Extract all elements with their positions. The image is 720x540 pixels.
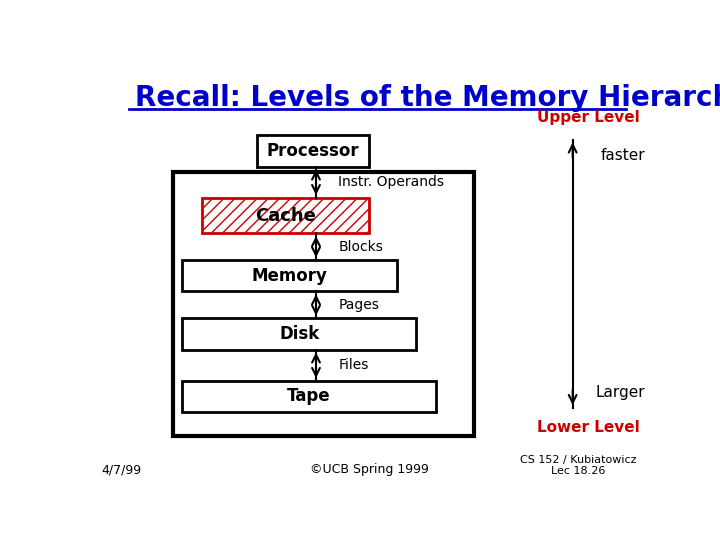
Text: Tape: Tape (287, 387, 330, 406)
Text: 4/7/99: 4/7/99 (101, 463, 141, 476)
Text: CS 152 / Kubiatowicz
Lec 18.26: CS 152 / Kubiatowicz Lec 18.26 (521, 455, 637, 476)
Text: Processor: Processor (267, 142, 359, 160)
Text: Cache: Cache (255, 206, 316, 225)
Bar (182, 319, 416, 349)
Bar (202, 198, 369, 233)
Text: Disk: Disk (279, 325, 320, 343)
Bar (258, 136, 369, 167)
Text: Upper Level: Upper Level (537, 110, 639, 125)
Text: Memory: Memory (251, 267, 328, 285)
Text: Larger: Larger (595, 384, 645, 400)
Text: Blocks: Blocks (338, 240, 383, 254)
Text: ©UCB Spring 1999: ©UCB Spring 1999 (310, 463, 428, 476)
Bar (182, 381, 436, 412)
Text: Recall: Levels of the Memory Hierarchy: Recall: Levels of the Memory Hierarchy (135, 84, 720, 112)
Text: faster: faster (600, 148, 645, 163)
Bar (182, 260, 397, 292)
Text: Lower Level: Lower Level (537, 420, 639, 435)
Text: Files: Files (338, 358, 369, 372)
Text: Pages: Pages (338, 298, 379, 312)
Bar (173, 172, 474, 436)
Text: Instr. Operands: Instr. Operands (338, 176, 444, 189)
